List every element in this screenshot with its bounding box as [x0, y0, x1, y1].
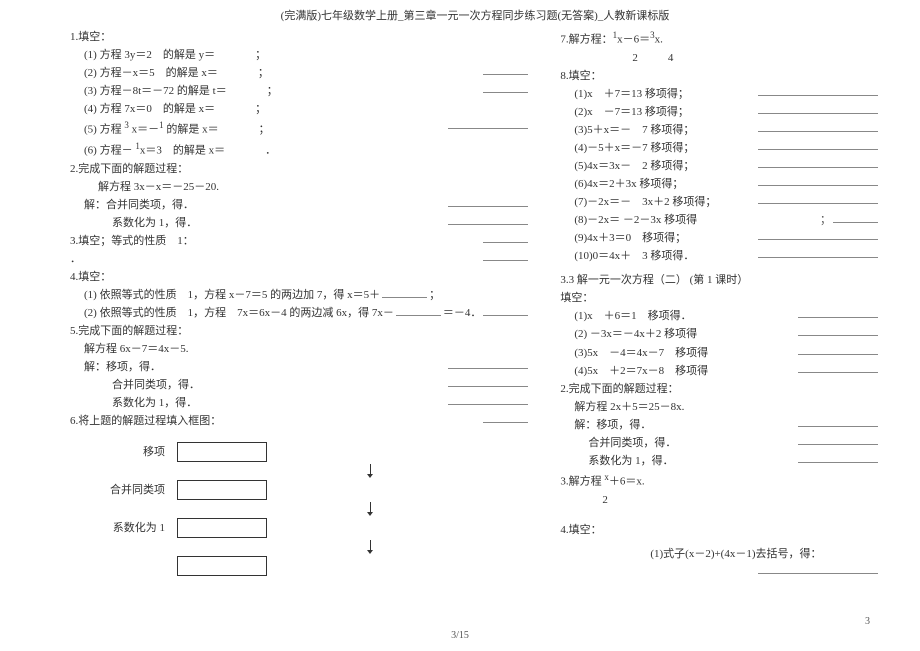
q1-4: (4) 方程 7x＝0 的解是 x＝； [70, 101, 530, 118]
q1-3: (3) 方程－8t＝－72 的解是 t＝； [70, 83, 530, 100]
flow-arrow-1 [210, 464, 530, 478]
q8-4: (4)－5＋x＝－7 移项得； [560, 140, 880, 157]
sec-4: 4.填空： [70, 269, 530, 286]
flow-label-2: 合并同类项 [110, 482, 165, 499]
flow-box-1 [177, 442, 267, 462]
two-column-layout: 1.填空： (1) 方程 3y＝2 的解是 y＝； (2) 方程－x＝5 的解是… [70, 29, 880, 578]
s-q3-sub: 2 [560, 492, 880, 509]
flow-arrow-3 [210, 540, 530, 554]
q8-9: (9)4x＋3＝0 移项得； [560, 230, 880, 247]
s-3: (3)5x －4＝4x－7 移项得 [560, 345, 880, 362]
flow-label-1: 移项 [110, 444, 165, 461]
q1-1: (1) 方程 3y＝2 的解是 y＝； [70, 47, 530, 64]
q5-s1: 解：移项，得． [70, 359, 530, 376]
s-4: (4)5x ＋2＝7x－8 移项得 [560, 363, 880, 380]
s-sec2: 2.完成下面的解题过程： [560, 381, 880, 398]
sec-3-3: 3.3 解一元一次方程（二） (第 1 课时） [560, 272, 880, 289]
sec-2: 2.完成下面的解题过程： [70, 161, 530, 178]
s-step2: 合并同类项，得． [560, 435, 880, 452]
q5-eq: 解方程 6x－7＝4x－5. [70, 341, 530, 358]
s-fill: 填空： [560, 290, 880, 307]
sec-3: 3.填空；等式的性质 1： [70, 233, 530, 250]
q1-5: (5) 方程 3 x＝－1 的解是 x＝； [70, 119, 530, 139]
q8-10: (10)0＝4x＋ 3 移项得． [560, 248, 880, 265]
q5-s2: 合并同类项，得． [70, 377, 530, 394]
flow-row-4 [110, 554, 530, 578]
q4-1: (1) 依照等式的性质 1，方程 x－7＝5 的两边加 7，得 x＝5＋； [70, 287, 530, 304]
page-footer: 3/15 [0, 628, 920, 644]
q8-8: (8)－2x＝ －2－3x 移项得； [560, 212, 880, 229]
flow-label-3: 系数化为 1 [110, 520, 165, 537]
q8-1: (1)x ＋7＝13 移项得； [560, 86, 880, 103]
sec-6: 6.将上题的解题过程填入框图： [70, 413, 530, 430]
flow-row-1: 移项 [110, 440, 530, 464]
s-step1: 解：移项，得． [560, 417, 880, 434]
q8-2: (2)x －7＝13 移项得； [560, 104, 880, 121]
right-column: 7.解方程：1x－6＝3x. 24 8.填空： (1)x ＋7＝13 移项得； … [560, 29, 880, 578]
left-column: 1.填空： (1) 方程 3y＝2 的解是 y＝； (2) 方程－x＝5 的解是… [70, 29, 530, 578]
s-1: (1)x ＋6＝1 移项得． [560, 308, 880, 325]
sec-3b: ． [70, 251, 530, 268]
flowchart: 移项 合并同类项 系数化为 1 [110, 440, 530, 578]
q8: 8.填空： [560, 68, 880, 85]
q5-s3: 系数化为 1，得． [70, 395, 530, 412]
q1-6: (6) 方程－ 1x＝3 的解是 x＝． [70, 140, 530, 160]
s-q3: 3.解方程 x＋6＝x. [560, 471, 880, 491]
q2-step2: 系数化为 1，得． [70, 215, 530, 232]
q2-step1: 解：合并同类项，得． [70, 197, 530, 214]
s-eq: 解方程 2x＋5＝25－8x. [560, 399, 880, 416]
q2-eq: 解方程 3x－x＝－25－20. [70, 179, 530, 196]
flow-box-3 [177, 518, 267, 538]
s-2: (2) －3x＝－4x＋2 移项得 [560, 326, 880, 343]
sec-5: 5.完成下面的解题过程： [70, 323, 530, 340]
sec-1: 1.填空： [70, 29, 530, 46]
q4-2: (2) 依照等式的性质 1，方程 7x＝6x－4 的两边减 6x，得 7x－＝－… [70, 305, 530, 322]
q1-2: (2) 方程－x＝5 的解是 x＝； [70, 65, 530, 82]
q8-3: (3)5＋x＝－ 7 移项得； [560, 122, 880, 139]
q7-sub: 24 [560, 50, 880, 67]
flow-row-3: 系数化为 1 [110, 516, 530, 540]
s-q4-1: (1)式子(x－2)+(4x－1)去括号，得： [560, 546, 880, 563]
q8-6: (6)4x＝2＋3x 移项得； [560, 176, 880, 193]
flow-box-4 [177, 556, 267, 576]
flow-arrow-2 [210, 502, 530, 516]
q8-7: (7)－2x＝－ 3x＋2 移项得； [560, 194, 880, 211]
q8-5: (5)4x＝3x－ 2 移项得； [560, 158, 880, 175]
doc-title: (完满版)七年级数学上册_第三章一元一次方程同步练习题(无答案)_人教新课标版 [70, 8, 880, 25]
q7: 7.解方程：1x－6＝3x. [560, 29, 880, 49]
s-q4: 4.填空： [560, 522, 880, 539]
flow-box-2 [177, 480, 267, 500]
flow-row-2: 合并同类项 [110, 478, 530, 502]
s-step3: 系数化为 1，得． [560, 453, 880, 470]
